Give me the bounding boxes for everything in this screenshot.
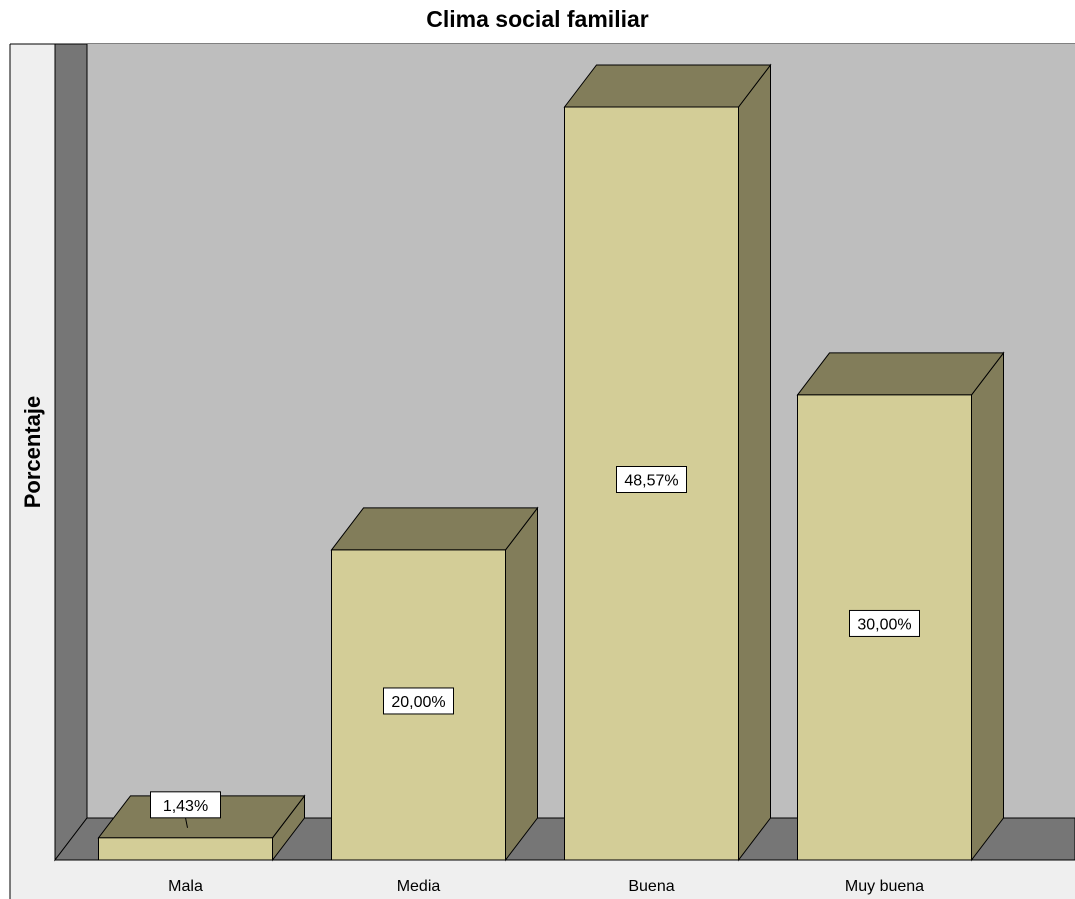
x-tick-label: Media: [397, 878, 441, 895]
bar-side-face: [505, 506, 538, 862]
data-label: 1,43%: [163, 798, 208, 815]
bar-front-face: [98, 837, 273, 861]
data-label: 30,00%: [857, 616, 911, 633]
x-tick-label: Mala: [168, 878, 203, 895]
data-label: 48,57%: [624, 473, 678, 490]
chart-title: Clima social familiar: [426, 6, 649, 32]
x-tick-label: Buena: [628, 878, 674, 895]
side-wall: [54, 43, 88, 862]
x-tick-label: Muy buena: [845, 878, 924, 895]
data-label: 20,00%: [391, 694, 445, 711]
y-axis-label: Porcentaje: [20, 396, 45, 509]
bar-top-face: [330, 507, 539, 551]
bar-side-face: [971, 351, 1004, 862]
data-labels-layer: 1,43% 20,00% 48,57% 30,00%: [150, 466, 920, 828]
bar-top-face: [796, 352, 1005, 396]
bar: [796, 351, 1005, 862]
bar-top-face: [563, 64, 772, 108]
data-label-box: [150, 791, 221, 819]
bar-side-face: [738, 63, 771, 862]
data-label-leader: [185, 817, 188, 828]
bar: [563, 63, 772, 862]
data-label-box: [616, 466, 687, 493]
data-label-box: [383, 687, 454, 715]
x-tick-labels-layer: Mala Media Buena Muy buena: [168, 878, 924, 895]
bar: [330, 506, 539, 862]
data-label-box: [849, 609, 920, 637]
